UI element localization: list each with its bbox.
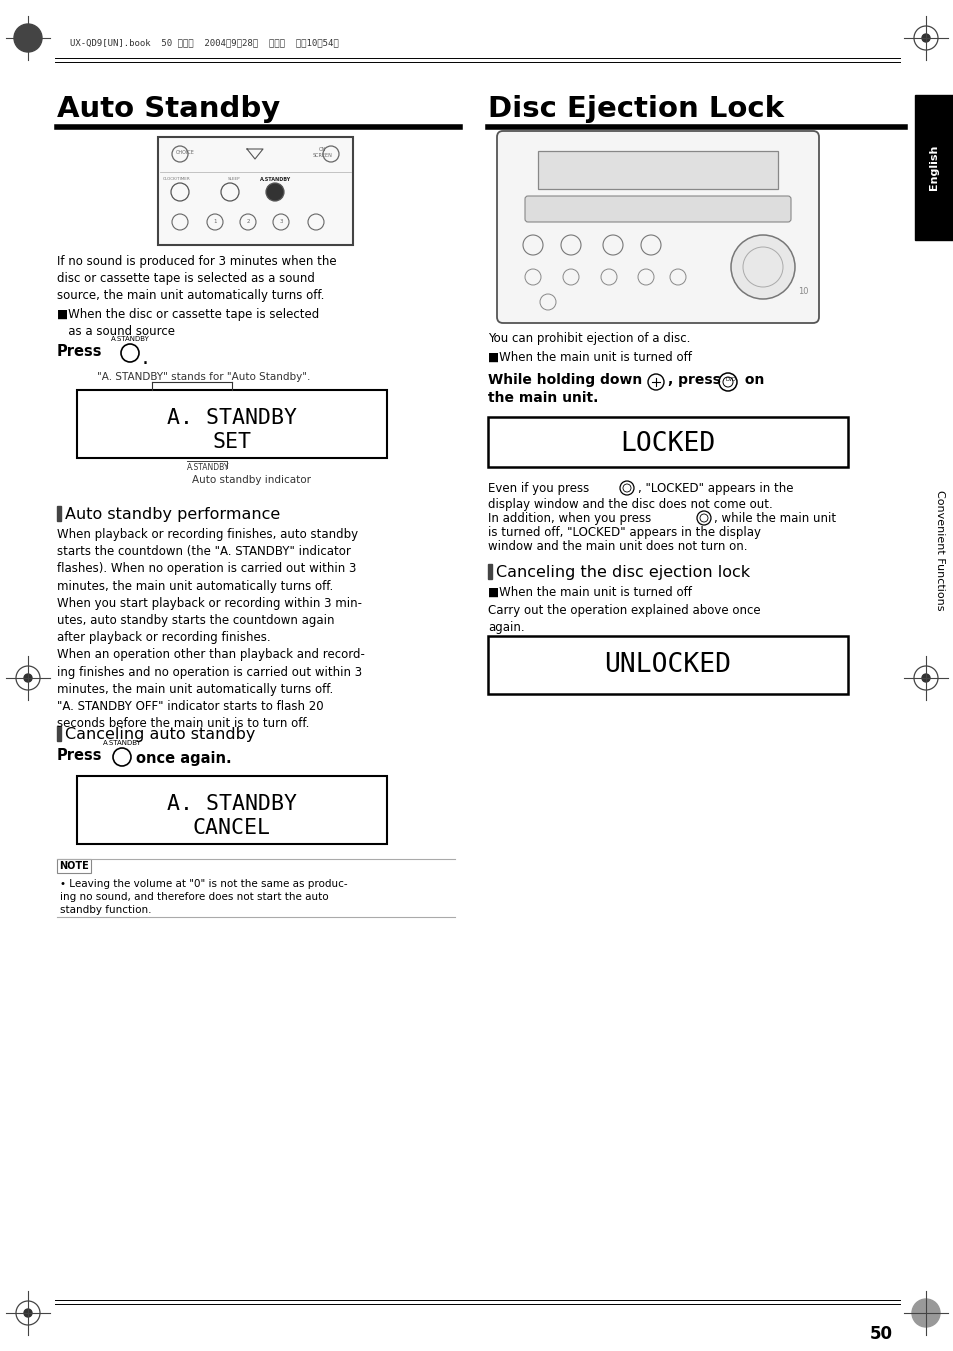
Bar (158, 136, 353, 245)
Text: A. STANDBY: A. STANDBY (167, 794, 296, 815)
Bar (57, 859, 91, 873)
Text: once again.: once again. (136, 751, 232, 766)
Text: , press: , press (667, 373, 725, 386)
Text: ■When the main unit is turned off: ■When the main unit is turned off (488, 586, 691, 598)
Text: Auto standby performance: Auto standby performance (65, 507, 280, 521)
Text: window and the main unit does not turn on.: window and the main unit does not turn o… (488, 540, 747, 553)
Circle shape (911, 1300, 939, 1327)
Bar (57, 507, 61, 521)
Text: SET: SET (213, 432, 252, 453)
Circle shape (266, 182, 284, 201)
Text: SLEEP: SLEEP (228, 177, 240, 181)
Text: ON
SCREEN: ON SCREEN (313, 147, 333, 158)
Text: CANCEL: CANCEL (193, 817, 271, 838)
FancyBboxPatch shape (524, 196, 790, 222)
Bar (77, 775, 387, 844)
Text: If no sound is produced for 3 minutes when the
disc or cassette tape is selected: If no sound is produced for 3 minutes wh… (57, 255, 336, 303)
Text: UNLOCKED: UNLOCKED (604, 653, 731, 678)
Text: 3: 3 (279, 219, 282, 224)
Bar (77, 390, 387, 458)
Text: You can prohibit ejection of a disc.: You can prohibit ejection of a disc. (488, 332, 690, 345)
Text: LOCKED: LOCKED (619, 431, 715, 457)
Circle shape (24, 674, 32, 682)
Text: CHOICE: CHOICE (175, 150, 194, 155)
Text: 50: 50 (869, 1325, 892, 1343)
Text: , "LOCKED" appears in the: , "LOCKED" appears in the (638, 482, 793, 494)
Text: English: English (928, 145, 938, 189)
Text: When playback or recording finishes, auto standby
starts the countdown (the "A. : When playback or recording finishes, aut… (57, 528, 364, 730)
Text: Auto standby indicator: Auto standby indicator (192, 476, 311, 485)
Text: Press: Press (57, 345, 102, 359)
Circle shape (730, 235, 794, 299)
Text: display window and the disc does not come out.: display window and the disc does not com… (488, 499, 772, 511)
Text: .: . (142, 349, 149, 367)
Text: 10: 10 (797, 286, 807, 296)
Text: DVD: DVD (725, 377, 736, 382)
Text: on: on (740, 373, 763, 386)
Text: "A. STANDBY" stands for "Auto Standby".: "A. STANDBY" stands for "Auto Standby". (97, 372, 310, 382)
Circle shape (14, 24, 42, 51)
Text: Even if you press: Even if you press (488, 482, 589, 494)
Bar (914, 95, 953, 240)
Text: A. STANDBY: A. STANDBY (167, 408, 296, 428)
Text: A.STANDBY: A.STANDBY (187, 463, 230, 471)
Text: the main unit.: the main unit. (488, 390, 598, 405)
Text: A.STANDBY: A.STANDBY (260, 177, 291, 182)
Text: A.STANDBY: A.STANDBY (103, 740, 141, 746)
Text: A.STANDBY: A.STANDBY (111, 336, 150, 342)
Text: ■When the disc or cassette tape is selected
   as a sound source: ■When the disc or cassette tape is selec… (57, 308, 319, 338)
Text: Auto Standby: Auto Standby (57, 95, 280, 123)
Text: , while the main unit: , while the main unit (713, 512, 835, 526)
Text: Canceling the disc ejection lock: Canceling the disc ejection lock (496, 565, 749, 580)
Circle shape (24, 1309, 32, 1317)
Text: ■When the main unit is turned off: ■When the main unit is turned off (488, 351, 691, 363)
Circle shape (921, 34, 929, 42)
Text: NOTE: NOTE (59, 861, 89, 871)
Text: UX-QD9[UN].book  50 ページ  2004年9月28日  火曜日  午前10時54分: UX-QD9[UN].book 50 ページ 2004年9月28日 火曜日 午前… (70, 38, 338, 47)
Text: Canceling auto standby: Canceling auto standby (65, 727, 255, 742)
Text: While holding down: While holding down (488, 373, 646, 386)
Text: • Leaving the volume at "0" is not the same as produc-
ing no sound, and therefo: • Leaving the volume at "0" is not the s… (60, 880, 347, 916)
Text: 2: 2 (246, 219, 250, 224)
FancyBboxPatch shape (497, 131, 818, 323)
Text: Carry out the operation explained above once
again.: Carry out the operation explained above … (488, 604, 760, 634)
Text: 1: 1 (213, 219, 216, 224)
Text: CLOCK/TIMER: CLOCK/TIMER (163, 177, 191, 181)
Bar (488, 563, 492, 580)
Bar (488, 636, 847, 694)
Text: In addition, when you press: In addition, when you press (488, 512, 651, 526)
Bar (537, 151, 778, 189)
Circle shape (921, 674, 929, 682)
Text: is turned off, "LOCKED" appears in the display: is turned off, "LOCKED" appears in the d… (488, 526, 760, 539)
Text: Press: Press (57, 748, 102, 763)
Bar (57, 725, 61, 740)
Bar (488, 417, 847, 467)
Text: Convenient Functions: Convenient Functions (934, 490, 944, 611)
Text: Disc Ejection Lock: Disc Ejection Lock (488, 95, 783, 123)
